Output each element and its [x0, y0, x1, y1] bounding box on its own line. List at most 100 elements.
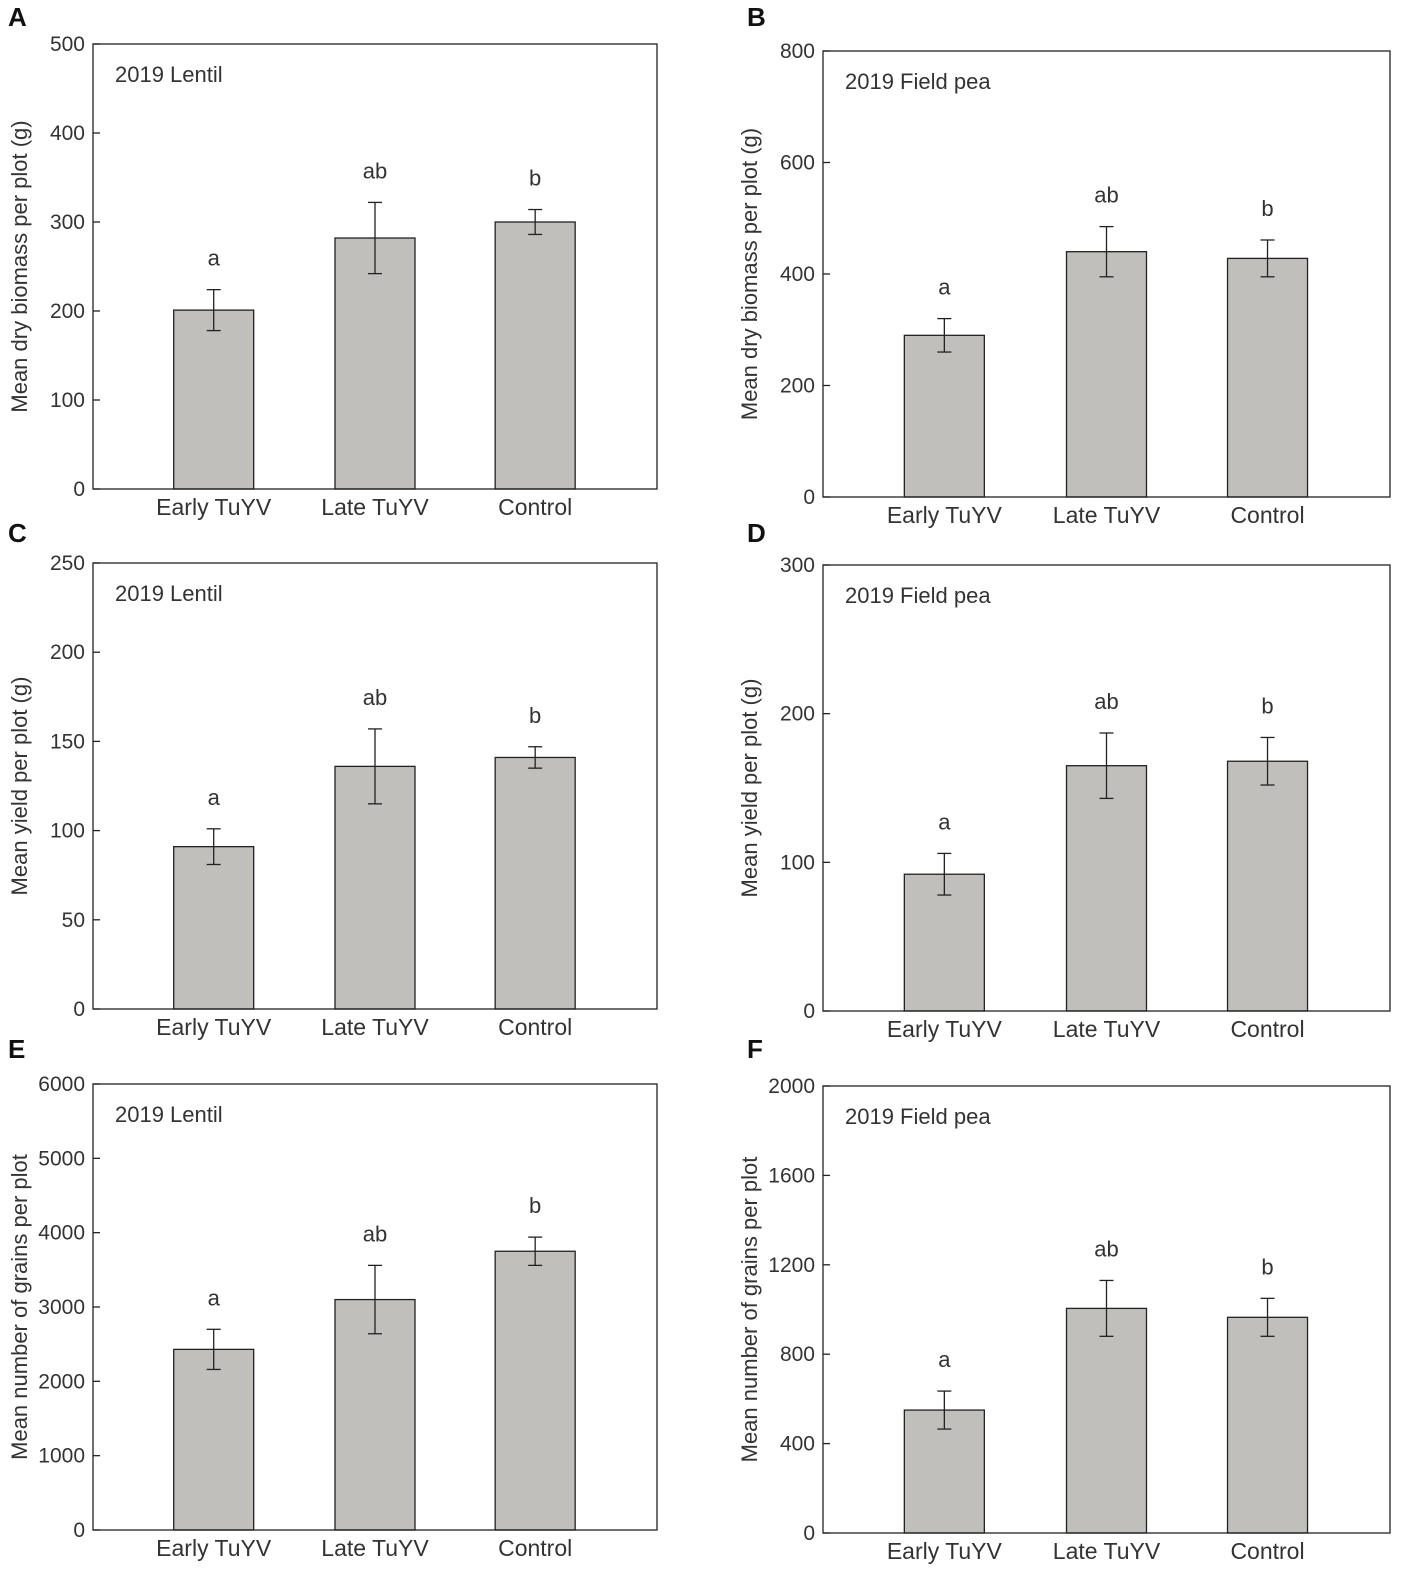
- x-tick-label: Early TuYV: [156, 1014, 272, 1040]
- y-tick-label: 250: [50, 552, 85, 575]
- plot-frame: [822, 564, 1391, 1012]
- panel-letter: B: [747, 2, 766, 32]
- y-tick-label: 200: [780, 375, 815, 398]
- significance-label: b: [529, 1193, 541, 1218]
- significance-label: a: [938, 809, 951, 834]
- y-tick-label: 5000: [38, 1147, 85, 1170]
- y-tick-label: 0: [803, 1000, 815, 1023]
- panel-letter: E: [8, 1034, 25, 1064]
- bar: [1226, 1316, 1309, 1534]
- y-tick-label: 200: [50, 641, 85, 664]
- y-axis-label: Mean dry biomass per plot (g): [737, 128, 762, 420]
- y-tick-label: 600: [780, 152, 815, 175]
- significance-label: b: [1261, 196, 1273, 221]
- panel-d: Da Early TuYV ab Late TuYV b Control 0 100 200 30…: [737, 518, 1391, 1042]
- y-tick-label: 800: [780, 1343, 815, 1366]
- y-axis-label: Mean dry biomass per plot (g): [7, 120, 32, 412]
- panel-letter: F: [747, 1034, 763, 1064]
- bar: [334, 1298, 416, 1531]
- bar: [173, 1348, 255, 1531]
- bar: [903, 334, 985, 498]
- panel-subtitle: 2019 Field pea: [845, 69, 991, 94]
- y-tick-label: 300: [780, 554, 815, 577]
- panel-c: Ca Early TuYV ab Late TuYV b Control 0 50 100 150…: [7, 518, 658, 1040]
- significance-label: b: [1261, 693, 1273, 718]
- y-axis-label: Mean number of grains per plot: [7, 1154, 32, 1460]
- panel-a: Aa Early TuYV ab Late TuYV b Control 0 100 200 30…: [7, 2, 658, 520]
- panel-f: Fa Early TuYV ab Late TuYV b Control 0 400 800 12…: [737, 1034, 1391, 1564]
- panel-subtitle: 2019 Field pea: [845, 1104, 991, 1129]
- x-tick-label: Early TuYV: [156, 494, 272, 520]
- y-tick-label: 100: [780, 851, 815, 874]
- y-tick-label: 0: [73, 998, 85, 1021]
- x-tick-label: Late TuYV: [1053, 1016, 1161, 1042]
- significance-label: ab: [363, 685, 387, 710]
- y-tick-label: 400: [780, 1433, 815, 1456]
- y-tick-label: 300: [50, 211, 85, 234]
- bar: [903, 1409, 985, 1534]
- panel-b: Ba Early TuYV ab Late TuYV b Control 0 200 400 60…: [737, 2, 1391, 528]
- y-tick-label: 400: [780, 263, 815, 286]
- x-tick-label: Late TuYV: [321, 1535, 429, 1561]
- x-tick-label: Control: [498, 1535, 572, 1561]
- y-tick-label: 4000: [38, 1222, 85, 1245]
- y-tick-label: 100: [50, 389, 85, 412]
- bar: [1065, 765, 1148, 1012]
- significance-label: a: [938, 275, 951, 300]
- y-tick-label: 1600: [768, 1164, 815, 1187]
- y-tick-label: 1200: [768, 1254, 815, 1277]
- x-tick-label: Control: [498, 1014, 572, 1040]
- panel-letter: A: [8, 2, 27, 32]
- bar: [173, 309, 255, 490]
- significance-label: ab: [1094, 689, 1118, 714]
- x-tick-label: Control: [1230, 502, 1304, 528]
- x-tick-label: Late TuYV: [321, 494, 429, 520]
- significance-label: b: [1261, 1254, 1273, 1279]
- bar: [1065, 251, 1148, 498]
- panel-subtitle: 2019 Lentil: [115, 581, 223, 606]
- bar: [1226, 760, 1309, 1012]
- y-tick-label: 3000: [38, 1296, 85, 1319]
- panel-subtitle: 2019 Lentil: [115, 62, 223, 87]
- y-tick-label: 0: [73, 478, 85, 501]
- y-tick-label: 400: [50, 122, 85, 145]
- x-tick-label: Control: [1230, 1538, 1304, 1564]
- bar: [1065, 1307, 1148, 1534]
- y-tick-label: 0: [803, 486, 815, 509]
- panel-letter: C: [8, 518, 27, 548]
- x-tick-label: Control: [1230, 1016, 1304, 1042]
- panel-letter: D: [747, 518, 766, 548]
- panel-subtitle: 2019 Lentil: [115, 1102, 223, 1127]
- significance-label: a: [938, 1347, 951, 1372]
- y-axis-label: Mean yield per plot (g): [7, 677, 32, 896]
- y-tick-label: 0: [803, 1522, 815, 1545]
- panel-subtitle: 2019 Field pea: [845, 583, 991, 608]
- bar: [494, 1250, 576, 1531]
- bar: [173, 846, 255, 1010]
- significance-label: ab: [363, 1221, 387, 1246]
- y-tick-label: 50: [62, 909, 85, 932]
- x-tick-label: Early TuYV: [887, 502, 1003, 528]
- y-tick-label: 800: [780, 40, 815, 63]
- y-tick-label: 500: [50, 33, 85, 56]
- bar: [334, 237, 416, 490]
- y-axis-label: Mean number of grains per plot: [737, 1157, 762, 1463]
- x-tick-label: Early TuYV: [887, 1016, 1003, 1042]
- panel-e: Ea Early TuYV ab Late TuYV b Control 0 1000 2000…: [7, 1034, 658, 1561]
- y-tick-label: 150: [50, 730, 85, 753]
- bar: [494, 221, 576, 490]
- y-tick-label: 200: [50, 300, 85, 323]
- y-tick-label: 100: [50, 820, 85, 843]
- y-tick-label: 0: [73, 1519, 85, 1542]
- x-tick-label: Control: [498, 494, 572, 520]
- bar: [1226, 257, 1309, 498]
- y-tick-label: 200: [780, 703, 815, 726]
- x-tick-label: Late TuYV: [321, 1014, 429, 1040]
- x-tick-label: Early TuYV: [887, 1538, 1003, 1564]
- x-tick-label: Late TuYV: [1053, 502, 1161, 528]
- significance-label: a: [208, 785, 221, 810]
- plot-frame: [92, 562, 658, 1010]
- y-tick-label: 2000: [38, 1370, 85, 1393]
- y-tick-label: 1000: [38, 1445, 85, 1468]
